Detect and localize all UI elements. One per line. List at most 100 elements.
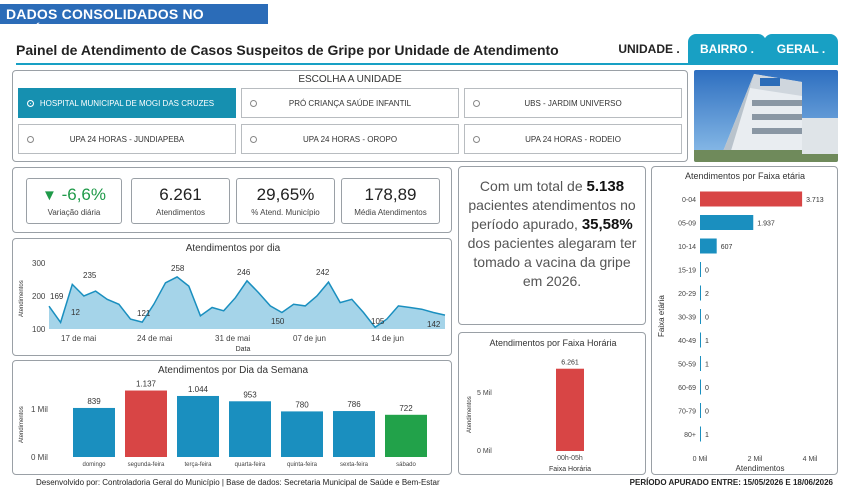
weekday-category-label: quinta-feira [287,462,318,468]
radio-icon [27,136,34,143]
age-category-label: 50-59 [678,362,696,369]
unit-option-ubs-jardim-universo[interactable]: UBS - JARDIM UNIVERSO [464,88,682,118]
age-bar[interactable] [700,191,803,207]
age-chart-panel: Atendimentos por Faixa etária Faixa etár… [651,166,838,475]
ytick-1mil: 1 Mil [31,405,48,414]
kpi-atendimentos-label: Atendimentos [156,208,205,217]
unit-selector-panel: ESCOLHA A UNIDADE HOSPITAL MUNICIPAL DE … [12,70,688,162]
kpi-percentual-label: % Atend. Município [251,208,320,217]
hourly-chart-ylabel: Atendimentos [467,396,473,433]
radio-icon [250,100,257,107]
weekday-category-label: sexta-feira [340,462,369,468]
ytick-200: 200 [32,292,46,301]
unit-option-label: UPA 24 HORAS - JUNDIAPEBA [69,134,185,144]
daily-line [48,276,446,329]
daily-chart-panel: Atendimentos por dia Atendimentos 300 20… [12,238,452,356]
footer-period: PERÍODO APURADO ENTRE: 15/05/2026 E 18/0… [629,478,833,487]
hourly-chart-xlabel: Faixa Horária [549,466,591,473]
weekday-bar[interactable] [73,407,115,457]
unit-option-label: UPA 24 HORAS - OROPO [302,134,398,144]
weekday-category-label: sábado [396,462,416,468]
age-chart-xlabel: Atendimentos [736,464,785,473]
weekday-value-label: 780 [295,400,309,409]
age-category-label: 60-69 [678,385,696,392]
unit-photo [694,70,838,162]
xtick-2mil: 2 Mil [748,456,763,463]
ytick-0mil: 0 Mil [31,453,48,462]
age-bar[interactable] [700,262,701,277]
tab-unidade[interactable]: UNIDADE . [608,34,690,64]
ytick-100: 100 [32,325,46,334]
point-label: 12 [71,308,80,317]
weekday-bar[interactable] [385,414,427,457]
age-bar[interactable] [700,403,701,418]
ytick-0mil: 0 Mil [477,448,492,455]
unit-option-hospital[interactable]: HOSPITAL MUNICIPAL DE MOGI DAS CRUZES [18,88,236,118]
tab-geral[interactable]: GERAL . [764,34,838,64]
age-category-label: 40-49 [678,338,696,345]
age-bar[interactable] [700,238,717,254]
weekday-bar[interactable] [333,411,375,457]
weekday-value-label: 722 [399,404,413,413]
hourly-bar[interactable] [556,368,584,451]
weekday-chart-title: Atendimentos por Dia da Semana [158,365,309,376]
kpi-variacao-label: Variação diária [47,208,101,217]
weekday-category-label: domingo [82,462,106,468]
xtick-label: 24 de mai [137,334,172,343]
page-title: Painel de Atendimento de Casos Suspeitos… [16,42,559,58]
point-label: 121 [137,309,151,318]
unit-option-upa-oropo[interactable]: UPA 24 HORAS - OROPO [241,124,459,154]
age-bar[interactable] [700,285,701,301]
unit-option-upa-rodeio[interactable]: UPA 24 HORAS - RODEIO [464,124,682,154]
hourly-chart-title: Atendimentos por Faixa Horária [489,338,616,348]
kpi-atendimentos-value: 6.261 [159,185,202,204]
daily-chart-ylabel: Atendimentos [19,280,25,317]
age-bar[interactable] [700,309,701,324]
weekday-bar[interactable] [281,411,323,457]
weekday-value-label: 1.044 [188,385,209,394]
age-bar[interactable] [700,215,754,230]
point-label: 150 [271,317,285,326]
xtick-4mil: 4 Mil [803,456,818,463]
tab-underline [16,63,838,65]
weekday-chart: Atendimentos por Dia da Semana Atendimen… [19,365,427,468]
kpi-variacao: ▼ -6,6% Variação diária [26,178,122,224]
age-bar[interactable] [700,426,701,442]
age-value-label: 607 [721,244,733,251]
age-category-label: 70-79 [678,409,696,416]
weekday-bar[interactable] [177,395,219,457]
ytick-300: 300 [32,259,46,268]
age-category-label: 0-04 [682,197,696,204]
unit-selector-title: ESCOLHA A UNIDADE [298,74,402,85]
weekday-value-label: 786 [347,400,361,409]
daily-chart-title: Atendimentos por dia [186,243,281,254]
xtick-0mil: 0 Mil [693,456,708,463]
age-chart-title: Atendimentos por Faixa etária [685,171,805,181]
kpi-percentual: 29,65% % Atend. Município [236,178,335,224]
radio-selected-icon [27,100,34,107]
hourly-category-label: 00h-05h [557,455,583,462]
age-category-label: 30-39 [678,315,696,322]
xtick-label: 31 de mai [215,334,250,343]
radio-icon [473,100,480,107]
unit-option-upa-jundiapeba[interactable]: UPA 24 HORAS - JUNDIAPEBA [18,124,236,154]
weekday-bar[interactable] [229,401,271,457]
weekday-bar[interactable] [125,390,167,457]
kpi-media: 178,89 Média Atendimentos [341,178,440,224]
xtick-label: 17 de mai [61,334,96,343]
age-bar[interactable] [700,379,701,395]
age-bar[interactable] [700,332,701,348]
daily-chart-xlabel: Data [236,346,251,353]
point-label: 142 [427,320,441,329]
unit-option-pro-crianca[interactable]: PRÓ CRIANÇA SAÚDE INFANTIL [241,88,459,118]
tab-bairro[interactable]: BAIRRO . [688,34,766,64]
point-label: 169 [50,292,64,301]
age-value-label: 1 [705,362,709,369]
weekday-category-label: segunda-feira [128,462,165,468]
age-value-label: 3.713 [806,197,824,204]
age-category-label: 05-09 [678,221,696,228]
unit-option-label: HOSPITAL MUNICIPAL DE MOGI DAS CRUZES [39,98,215,108]
footer-credits: Desenvolvido por: Controladoria Geral do… [36,478,440,487]
radio-icon [473,136,480,143]
age-bar[interactable] [700,356,701,371]
